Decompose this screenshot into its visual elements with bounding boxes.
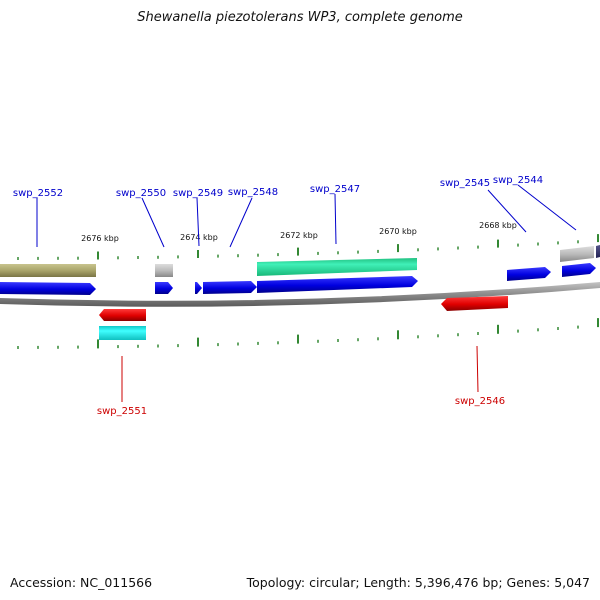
minor-ticks-top — [17, 234, 599, 260]
callout-line-swp-2544 — [517, 184, 577, 231]
gene-label-swp-2548[interactable]: swp_2548 — [228, 187, 278, 198]
forward-strand-genes — [0, 263, 596, 295]
gene-arrow-swp-2546[interactable] — [441, 296, 508, 311]
gene-arrow-swp-2552[interactable] — [0, 282, 96, 295]
scale-label-2676: 2676 kbp — [81, 234, 119, 243]
callout-line-swp-2547 — [334, 193, 337, 245]
callout-line-swp-2546 — [476, 345, 479, 393]
gene-label-swp-2545[interactable]: swp_2545 — [440, 178, 490, 189]
gene-label-swp-2550[interactable]: swp_2550 — [116, 188, 166, 199]
callout-line-swp-2550 — [141, 197, 165, 248]
feature-dark[interactable] — [596, 245, 600, 258]
minor-ticks-bottom — [17, 318, 599, 349]
callout-line-swp-2545 — [487, 189, 527, 233]
scale-label-2668: 2668 kbp — [479, 221, 517, 230]
gene-label-swp-2544[interactable]: swp_2544 — [493, 175, 543, 186]
scale-label-2670: 2670 kbp — [379, 227, 417, 236]
feature-cyan[interactable] — [99, 326, 146, 340]
gene-labels: swp_2552 swp_2550 swp_2549 swp_2548 swp_… — [13, 175, 543, 417]
gene-label-swp-2551[interactable]: swp_2551 — [97, 406, 147, 417]
genome-summary: Topology: circular; Length: 5,396,476 bp… — [246, 575, 590, 590]
callout-line-swp-2548 — [229, 197, 253, 248]
feature-olive[interactable] — [0, 264, 96, 277]
reverse-strand-genes — [99, 296, 508, 340]
gene-arrow-swp-2551[interactable] — [99, 309, 146, 321]
gene-arrow-swp-2545[interactable] — [507, 267, 551, 281]
gene-label-swp-2547[interactable]: swp_2547 — [310, 184, 360, 195]
forward-callout-lines — [36, 184, 577, 248]
gene-arrow-swp-2550[interactable] — [155, 282, 173, 294]
genome-backbone — [0, 282, 600, 307]
gene-label-swp-2549[interactable]: swp_2549 — [173, 188, 223, 199]
scale-labels: 2676 kbp 2674 kbp 2672 kbp 2670 kbp 2668… — [81, 221, 517, 243]
feature-gray-1[interactable] — [155, 264, 173, 277]
scale-label-2672: 2672 kbp — [280, 231, 318, 240]
map-title: Shewanella piezotolerans WP3, complete g… — [137, 10, 463, 25]
callout-line-swp-2549 — [196, 197, 200, 247]
gene-arrow-swp-2544[interactable] — [562, 263, 596, 277]
gene-arrow-swp-2547[interactable] — [257, 276, 418, 293]
gene-arrow-swp-2548[interactable] — [203, 281, 257, 294]
feature-gray-2[interactable] — [560, 246, 594, 262]
reverse-callout-lines — [121, 345, 479, 402]
accession-label: Accession: NC_011566 — [10, 575, 153, 590]
outer-feature-track — [0, 245, 600, 277]
gene-arrow-swp-2549[interactable] — [195, 282, 202, 294]
feature-teal[interactable] — [257, 258, 417, 276]
gene-label-swp-2546[interactable]: swp_2546 — [455, 396, 505, 407]
gene-label-swp-2552[interactable]: swp_2552 — [13, 188, 63, 199]
